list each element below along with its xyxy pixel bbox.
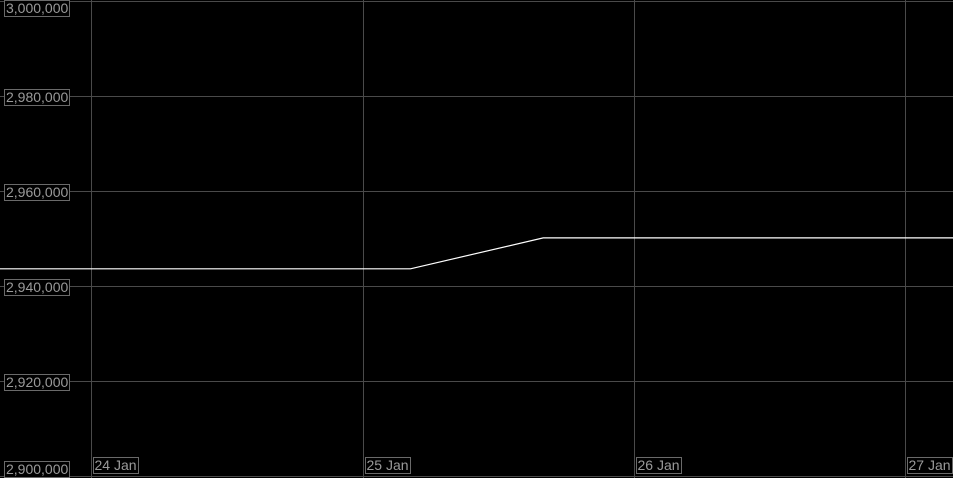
x-tick-label: 27 Jan (906, 457, 953, 474)
y-tick-label: 2,920,000 (4, 373, 71, 391)
y-tick-label: 2,900,000 (4, 461, 71, 478)
y-tick-label: 3,000,000 (4, 0, 71, 17)
y-tick-label: 2,960,000 (4, 183, 71, 201)
y-tick-label: 2,940,000 (4, 278, 71, 296)
x-tick-label: 24 Jan (92, 457, 139, 474)
y-tick-label: 2,980,000 (4, 88, 71, 106)
x-tick-label: 26 Jan (635, 457, 682, 474)
series-line (0, 237, 953, 270)
x-tick-label: 25 Jan (364, 457, 411, 474)
